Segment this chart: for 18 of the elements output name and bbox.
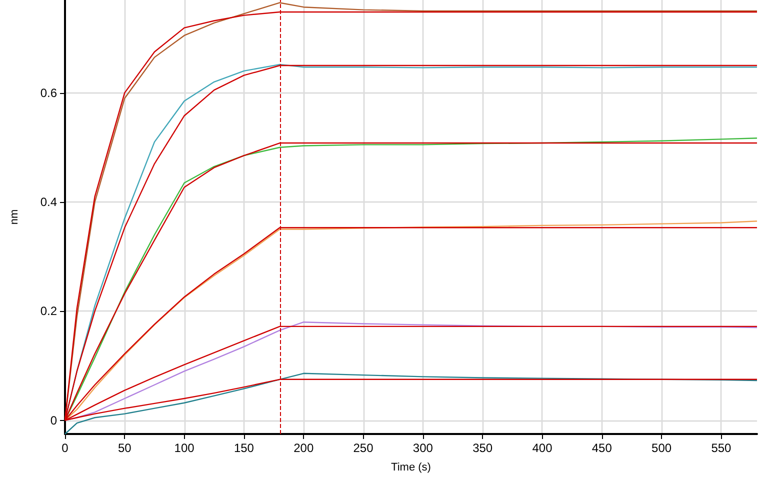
x-axis-title: Time (s) xyxy=(391,462,431,474)
x-tick-label: 100 xyxy=(174,441,195,455)
x-tick-label: 150 xyxy=(234,441,254,455)
x-tick-label: 250 xyxy=(353,441,374,455)
y-tick-label: 0 xyxy=(50,413,58,428)
x-tick-label: 350 xyxy=(472,441,493,455)
x-tick-label: 50 xyxy=(118,441,132,455)
x-tick-label: 450 xyxy=(592,441,612,455)
x-tick-label: 400 xyxy=(532,441,553,455)
y-tick-label: 0.6 xyxy=(40,86,58,100)
x-tick-label: 200 xyxy=(294,441,314,455)
x-tick-label: 500 xyxy=(652,441,672,455)
x-tick-label: 0 xyxy=(62,441,69,455)
x-tick-label: 550 xyxy=(711,441,732,455)
y-tick-label: 0.4 xyxy=(40,194,58,209)
x-tick-label: 300 xyxy=(412,441,434,455)
y-tick-label: 0.2 xyxy=(40,304,58,318)
y-axis-title: nm xyxy=(8,209,20,225)
